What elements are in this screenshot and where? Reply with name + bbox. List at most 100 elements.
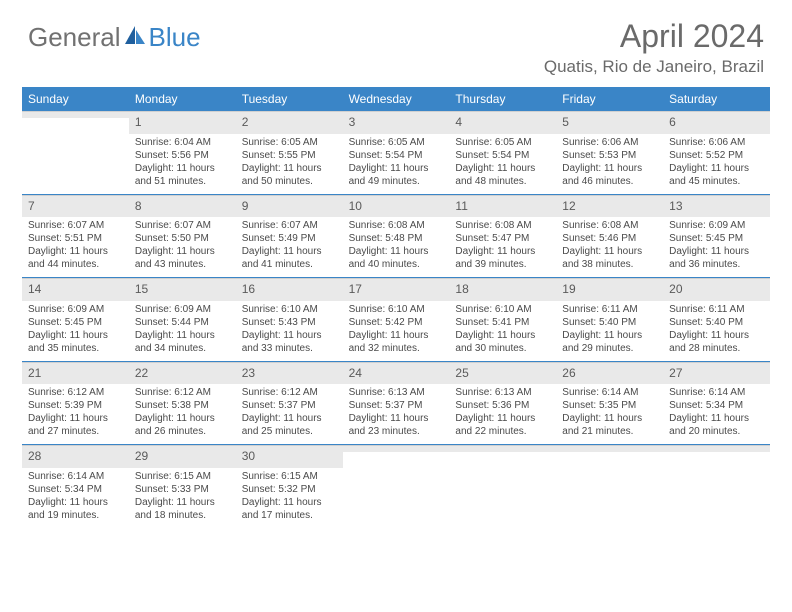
sunrise-text: Sunrise: 6:10 AM [455, 303, 550, 316]
sunrise-text: Sunrise: 6:09 AM [135, 303, 230, 316]
day-body: Sunrise: 6:08 AMSunset: 5:48 PMDaylight:… [343, 217, 450, 277]
sunrise-text: Sunrise: 6:07 AM [242, 219, 337, 232]
day-number: 18 [449, 278, 556, 301]
daylight-text: Daylight: 11 hours and 33 minutes. [242, 329, 337, 355]
daylight-text: Daylight: 11 hours and 20 minutes. [669, 412, 764, 438]
sunset-text: Sunset: 5:32 PM [242, 483, 337, 496]
sunset-text: Sunset: 5:44 PM [135, 316, 230, 329]
day-cell: 1Sunrise: 6:04 AMSunset: 5:56 PMDaylight… [129, 111, 236, 194]
day-number: 3 [343, 111, 450, 134]
sunrise-text: Sunrise: 6:15 AM [135, 470, 230, 483]
day-body: Sunrise: 6:13 AMSunset: 5:36 PMDaylight:… [449, 384, 556, 444]
day-number: 24 [343, 362, 450, 385]
daylight-text: Daylight: 11 hours and 23 minutes. [349, 412, 444, 438]
daylight-text: Daylight: 11 hours and 35 minutes. [28, 329, 123, 355]
sunset-text: Sunset: 5:56 PM [135, 149, 230, 162]
day-cell: 28Sunrise: 6:14 AMSunset: 5:34 PMDayligh… [22, 445, 129, 528]
day-cell [556, 445, 663, 528]
week-row: 1Sunrise: 6:04 AMSunset: 5:56 PMDaylight… [22, 111, 770, 194]
day-cell: 11Sunrise: 6:08 AMSunset: 5:47 PMDayligh… [449, 195, 556, 278]
header: General Blue April 2024 Quatis, Rio de J… [0, 0, 792, 81]
sunset-text: Sunset: 5:40 PM [562, 316, 657, 329]
day-body: Sunrise: 6:10 AMSunset: 5:42 PMDaylight:… [343, 301, 450, 361]
day-cell: 17Sunrise: 6:10 AMSunset: 5:42 PMDayligh… [343, 278, 450, 361]
sunset-text: Sunset: 5:37 PM [242, 399, 337, 412]
sunset-text: Sunset: 5:49 PM [242, 232, 337, 245]
daylight-text: Daylight: 11 hours and 38 minutes. [562, 245, 657, 271]
day-body: Sunrise: 6:12 AMSunset: 5:38 PMDaylight:… [129, 384, 236, 444]
day-cell: 7Sunrise: 6:07 AMSunset: 5:51 PMDaylight… [22, 195, 129, 278]
day-number: 1 [129, 111, 236, 134]
day-body: Sunrise: 6:07 AMSunset: 5:51 PMDaylight:… [22, 217, 129, 277]
day-number: 6 [663, 111, 770, 134]
daylight-text: Daylight: 11 hours and 46 minutes. [562, 162, 657, 188]
weekday-header: Saturday [663, 87, 770, 111]
day-number [22, 111, 129, 118]
sunset-text: Sunset: 5:34 PM [28, 483, 123, 496]
day-body [343, 452, 450, 510]
daylight-text: Daylight: 11 hours and 22 minutes. [455, 412, 550, 438]
sunrise-text: Sunrise: 6:05 AM [349, 136, 444, 149]
day-number: 29 [129, 445, 236, 468]
sunset-text: Sunset: 5:50 PM [135, 232, 230, 245]
sunset-text: Sunset: 5:54 PM [455, 149, 550, 162]
logo: General Blue [28, 18, 201, 53]
day-body: Sunrise: 6:09 AMSunset: 5:45 PMDaylight:… [22, 301, 129, 361]
daylight-text: Daylight: 11 hours and 44 minutes. [28, 245, 123, 271]
day-number [449, 445, 556, 452]
sunrise-text: Sunrise: 6:12 AM [28, 386, 123, 399]
week-row: 21Sunrise: 6:12 AMSunset: 5:39 PMDayligh… [22, 362, 770, 445]
day-body: Sunrise: 6:06 AMSunset: 5:53 PMDaylight:… [556, 134, 663, 194]
sunset-text: Sunset: 5:52 PM [669, 149, 764, 162]
day-cell: 20Sunrise: 6:11 AMSunset: 5:40 PMDayligh… [663, 278, 770, 361]
day-body: Sunrise: 6:13 AMSunset: 5:37 PMDaylight:… [343, 384, 450, 444]
daylight-text: Daylight: 11 hours and 39 minutes. [455, 245, 550, 271]
day-body: Sunrise: 6:10 AMSunset: 5:41 PMDaylight:… [449, 301, 556, 361]
sunset-text: Sunset: 5:51 PM [28, 232, 123, 245]
daylight-text: Daylight: 11 hours and 28 minutes. [669, 329, 764, 355]
day-body: Sunrise: 6:10 AMSunset: 5:43 PMDaylight:… [236, 301, 343, 361]
day-body: Sunrise: 6:04 AMSunset: 5:56 PMDaylight:… [129, 134, 236, 194]
day-number: 14 [22, 278, 129, 301]
sunrise-text: Sunrise: 6:08 AM [349, 219, 444, 232]
day-body: Sunrise: 6:08 AMSunset: 5:46 PMDaylight:… [556, 217, 663, 277]
sunrise-text: Sunrise: 6:11 AM [562, 303, 657, 316]
daylight-text: Daylight: 11 hours and 30 minutes. [455, 329, 550, 355]
day-number: 16 [236, 278, 343, 301]
day-body: Sunrise: 6:05 AMSunset: 5:54 PMDaylight:… [343, 134, 450, 194]
sunset-text: Sunset: 5:48 PM [349, 232, 444, 245]
sunset-text: Sunset: 5:42 PM [349, 316, 444, 329]
day-cell [449, 445, 556, 528]
day-number: 17 [343, 278, 450, 301]
day-number: 15 [129, 278, 236, 301]
sunset-text: Sunset: 5:40 PM [669, 316, 764, 329]
sunrise-text: Sunrise: 6:12 AM [242, 386, 337, 399]
day-number: 2 [236, 111, 343, 134]
sunrise-text: Sunrise: 6:06 AM [562, 136, 657, 149]
sunrise-text: Sunrise: 6:13 AM [349, 386, 444, 399]
day-number: 28 [22, 445, 129, 468]
day-cell: 30Sunrise: 6:15 AMSunset: 5:32 PMDayligh… [236, 445, 343, 528]
sunrise-text: Sunrise: 6:14 AM [669, 386, 764, 399]
day-body: Sunrise: 6:14 AMSunset: 5:35 PMDaylight:… [556, 384, 663, 444]
day-body: Sunrise: 6:14 AMSunset: 5:34 PMDaylight:… [22, 468, 129, 528]
day-number: 9 [236, 195, 343, 218]
day-number [343, 445, 450, 452]
calendar: Sunday Monday Tuesday Wednesday Thursday… [0, 81, 792, 528]
day-cell: 16Sunrise: 6:10 AMSunset: 5:43 PMDayligh… [236, 278, 343, 361]
daylight-text: Daylight: 11 hours and 51 minutes. [135, 162, 230, 188]
daylight-text: Daylight: 11 hours and 19 minutes. [28, 496, 123, 522]
day-body: Sunrise: 6:14 AMSunset: 5:34 PMDaylight:… [663, 384, 770, 444]
day-body: Sunrise: 6:12 AMSunset: 5:37 PMDaylight:… [236, 384, 343, 444]
sunrise-text: Sunrise: 6:14 AM [562, 386, 657, 399]
sunset-text: Sunset: 5:54 PM [349, 149, 444, 162]
sunset-text: Sunset: 5:39 PM [28, 399, 123, 412]
day-body [663, 452, 770, 510]
day-cell: 3Sunrise: 6:05 AMSunset: 5:54 PMDaylight… [343, 111, 450, 194]
weekday-header: Wednesday [343, 87, 450, 111]
sunset-text: Sunset: 5:37 PM [349, 399, 444, 412]
sunset-text: Sunset: 5:47 PM [455, 232, 550, 245]
day-number: 7 [22, 195, 129, 218]
daylight-text: Daylight: 11 hours and 25 minutes. [242, 412, 337, 438]
daylight-text: Daylight: 11 hours and 41 minutes. [242, 245, 337, 271]
